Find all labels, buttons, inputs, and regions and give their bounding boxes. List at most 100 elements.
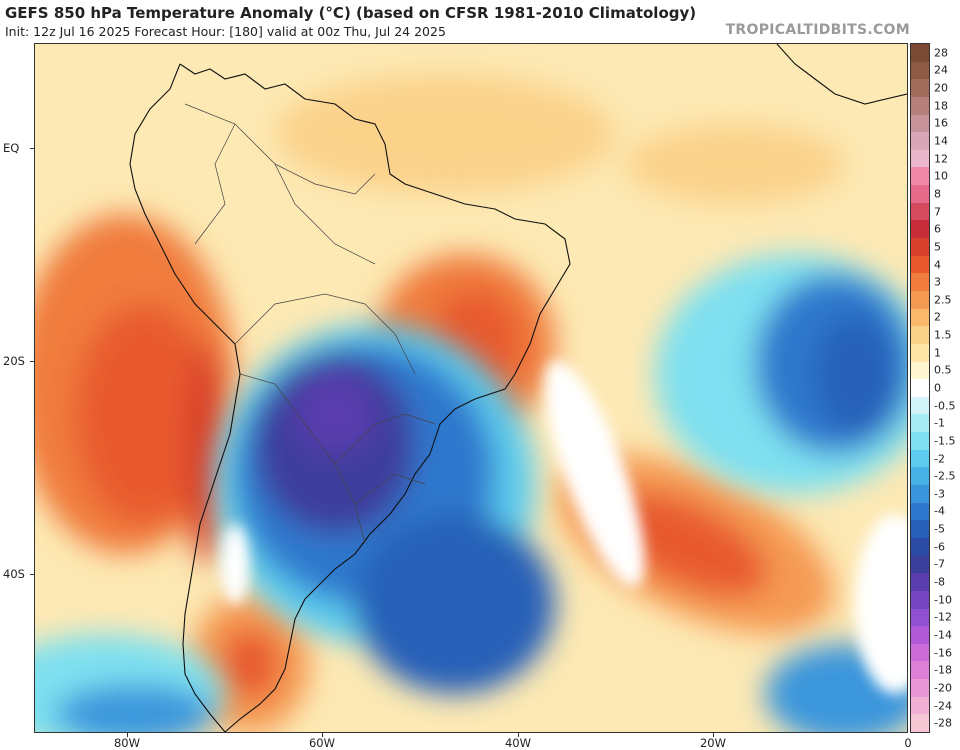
colorbar (910, 43, 930, 733)
colorbar-segment (911, 485, 929, 504)
colorbar-label: 20 (934, 81, 948, 95)
colorbar-segment (911, 44, 929, 63)
colorbar-label: 2 (934, 310, 941, 324)
colorbar-segment (911, 661, 929, 680)
chart-subtitle: Init: 12z Jul 16 2025 Forecast Hour: [18… (5, 24, 446, 39)
colorbar-label: 7 (934, 205, 941, 219)
colorbar-label: 4 (934, 258, 941, 271)
lat-tick-40s (30, 574, 34, 575)
colorbar-label: -28 (934, 716, 952, 730)
country-borders (184, 103, 436, 545)
colorbar-label: 12 (934, 152, 948, 166)
colorbar-label: 1 (934, 346, 941, 360)
colorbar-label: -14 (934, 628, 952, 642)
colorbar-label: 28 (934, 46, 948, 60)
colorbar-segment (911, 308, 929, 327)
colorbar-label: -0.5 (934, 399, 956, 413)
lat-label-20s: 20S (3, 354, 25, 368)
colorbar-label: -1.5 (934, 434, 956, 448)
colorbar-segment (911, 414, 929, 433)
colorbar-label: -4 (934, 504, 945, 518)
colorbar-segment (911, 149, 929, 168)
colorbar-label: -2.5 (934, 469, 956, 483)
colorbar-label: 5 (934, 240, 941, 254)
colorbar-segment (911, 555, 929, 574)
lon-tick-60w (322, 733, 323, 737)
colorbar-segment (911, 643, 929, 662)
colorbar-label: -18 (934, 663, 952, 677)
colorbar-segment (911, 432, 929, 451)
lat-tick-eq (30, 148, 34, 149)
lon-label-0: 0 (904, 736, 912, 750)
colorbar-segment (911, 343, 929, 363)
colorbar-label: 2.5 (934, 293, 952, 307)
lon-label-60w: 60W (308, 736, 336, 750)
colorbar-segment (911, 79, 929, 98)
colorbar-label: 3 (934, 275, 941, 289)
colorbar-label: -20 (934, 681, 952, 695)
colorbar-segment (911, 202, 929, 221)
neutral-zones (221, 360, 907, 694)
colorbar-segment (911, 114, 929, 133)
colorbar-label: -5 (934, 522, 945, 536)
lon-label-40w: 40W (504, 736, 532, 750)
anomaly-field (35, 44, 907, 732)
colorbar-label: -6 (934, 540, 945, 554)
colorbar-segment (911, 573, 929, 592)
colorbar-segment (911, 396, 929, 415)
colorbar-segment (911, 502, 929, 521)
colorbar-segment (911, 714, 929, 733)
colorbar-segment (911, 449, 929, 468)
colorbar-label: -16 (934, 646, 952, 660)
colorbar-label: 0 (934, 381, 941, 395)
coastlines (129, 44, 907, 732)
colorbar-segment (911, 696, 929, 715)
lon-tick-80w (127, 733, 128, 737)
colorbar-label: -12 (934, 610, 952, 624)
colorbar-label: -8 (934, 575, 945, 589)
colorbar-label: 1.5 (934, 328, 952, 342)
chart-title: GEFS 850 hPa Temperature Anomaly (°C) (b… (5, 4, 697, 22)
colorbar-segment (911, 520, 929, 539)
colorbar-segment (911, 679, 929, 698)
colorbar-segment (911, 132, 929, 151)
colorbar-segment (911, 379, 929, 398)
cold-anomaly-zones (35, 254, 907, 732)
colorbar-label: -24 (934, 699, 952, 713)
colorbar-segment (911, 361, 929, 380)
lat-label-40s: 40S (3, 567, 25, 581)
colorbar-segment (911, 185, 929, 204)
colorbar-label: 6 (934, 222, 941, 236)
lon-label-80w: 80W (113, 736, 141, 750)
colorbar-label: -1 (934, 416, 945, 430)
colorbar-label: -10 (934, 593, 952, 607)
colorbar-segment (911, 61, 929, 80)
colorbar-label: -3 (934, 487, 945, 501)
colorbar-label: 0.5 (934, 363, 952, 377)
colorbar-segment (911, 608, 929, 627)
colorbar-label: 24 (934, 63, 948, 77)
colorbar-label: 16 (934, 116, 948, 130)
colorbar-segment (911, 238, 929, 257)
colorbar-segment (911, 255, 929, 274)
colorbar-label: 14 (934, 134, 948, 148)
lon-label-20w: 20W (699, 736, 727, 750)
lon-tick-20w (713, 733, 714, 737)
lon-tick-40w (518, 733, 519, 737)
site-watermark: TROPICALTIDBITS.COM (725, 22, 910, 38)
colorbar-segment (911, 290, 929, 310)
colorbar-segment (911, 537, 929, 557)
colorbar-segment (911, 220, 929, 239)
lat-tick-20s (30, 361, 34, 362)
colorbar-label: -2 (934, 452, 945, 466)
lat-label-eq: EQ (3, 141, 20, 155)
colorbar-label: 10 (934, 169, 948, 183)
colorbar-label: 18 (934, 99, 948, 113)
colorbar-segment (911, 96, 929, 116)
colorbar-segment (911, 326, 929, 345)
colorbar-segment (911, 167, 929, 186)
anomaly-map (34, 43, 908, 733)
colorbar-segment (911, 467, 929, 486)
colorbar-label: -7 (934, 557, 945, 571)
colorbar-segment (911, 626, 929, 645)
